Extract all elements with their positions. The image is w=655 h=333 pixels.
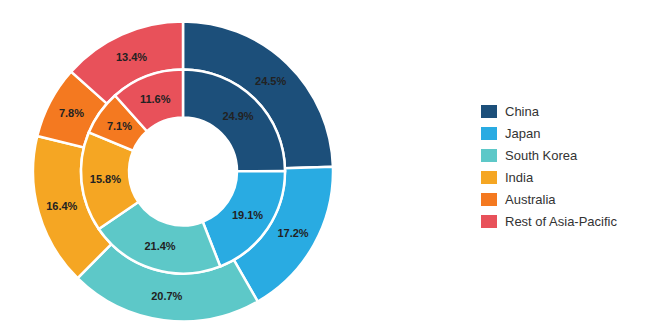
svg-text:17.2%: 17.2% — [277, 227, 308, 239]
svg-text:20.7%: 20.7% — [151, 290, 182, 302]
svg-text:21.4%: 21.4% — [144, 240, 175, 252]
html-text:Rest of Asia-Pacific: Rest of Asia-Pacific — [505, 214, 617, 229]
svg-text:19.1%: 19.1% — [232, 209, 263, 221]
html-text:India: India — [505, 170, 534, 185]
html-text:China: China — [505, 104, 539, 119]
svg-text:24.5%: 24.5% — [255, 75, 286, 87]
svg-text:13.4%: 13.4% — [116, 51, 147, 63]
svg-text:24.9%: 24.9% — [222, 110, 253, 122]
html-text:South Korea: South Korea — [505, 148, 578, 163]
svg-text:11.6%: 11.6% — [140, 93, 171, 105]
svg-text:7.8%: 7.8% — [59, 107, 84, 119]
svg-text:15.8%: 15.8% — [90, 173, 121, 185]
html-text:Australia: Australia — [505, 192, 556, 207]
html-text:Japan: Japan — [505, 126, 541, 141]
svg-text:7.1%: 7.1% — [107, 120, 132, 132]
svg-text:16.4%: 16.4% — [46, 200, 77, 212]
